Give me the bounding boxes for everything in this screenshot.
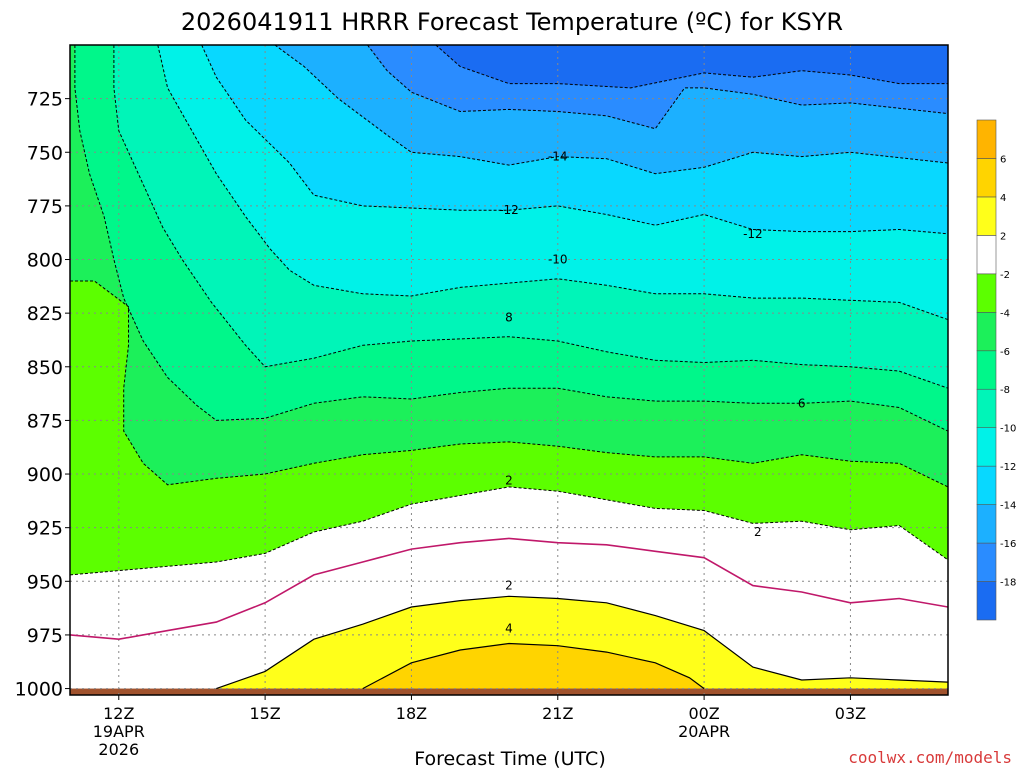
colorbar-label: -2 [1000, 270, 1010, 281]
contour-label: -10 [548, 253, 568, 267]
colorbar-swatch [976, 350, 997, 390]
colorbar-swatch [976, 542, 997, 582]
y-axis: 725 750 775 800 825 850 875 900 925 950 975 1000 [15, 89, 70, 701]
colorbar-swatch [976, 504, 997, 544]
colorbar-label: 4 [1000, 193, 1006, 204]
isotherm--2 [70, 486, 948, 576]
isotherm--8 [113, 45, 948, 389]
contour-label: -14 [548, 150, 568, 164]
contour-label: 2 [505, 473, 513, 487]
x-tick-year: 2026 [98, 740, 139, 759]
isotherm--4 [70, 280, 948, 488]
isotherm--10 [157, 45, 948, 321]
colorbar-label: -8 [1000, 385, 1010, 396]
colorbar-swatch [976, 158, 997, 198]
x-tick-label: 21Z [542, 704, 573, 723]
colorbar-label: -6 [1000, 347, 1010, 358]
colorbar-label: -10 [1000, 424, 1016, 435]
contour-label: 8 [505, 310, 513, 324]
chart-title: 2026041911 HRRR Forecast Temperature (ºC… [181, 8, 843, 36]
y-tick-label: 725 [27, 89, 63, 111]
isotherm-0 [70, 537, 948, 641]
colorbar-swatch [976, 581, 997, 621]
plot-frame [69, 44, 949, 696]
colorbar-swatch [976, 427, 997, 467]
x-axis-title: Forecast Time (UTC) [414, 748, 605, 768]
y-tick-label: 900 [27, 464, 63, 486]
contour-label: 2 [505, 579, 513, 593]
band-fill--2 [70, 45, 948, 695]
colorbar-swatch [976, 196, 997, 236]
x-tick-label: 12Z [103, 704, 134, 723]
colorbar-label: -12 [1000, 462, 1016, 473]
y-tick-label: 1000 [15, 679, 63, 701]
colorbar-swatch [976, 119, 997, 159]
x-tick-label: 15Z [249, 704, 280, 723]
gridlines [70, 45, 948, 695]
plot-area: -14 -12 -12 -10 8 6 2 2 2 4 [69, 44, 949, 696]
colorbar-label: -4 [1000, 308, 1010, 319]
isotherm--18 [435, 45, 948, 89]
colorbar-label: 6 [1000, 154, 1006, 165]
y-tick-label: 925 [27, 518, 63, 540]
contour-label: 6 [798, 396, 806, 410]
colorbar-label: 2 [1000, 231, 1006, 242]
contour-label: 4 [505, 621, 513, 635]
color-scale-legend: -18 -16 -14 -12 -10 -8 -6 -4 -2 2 4 6 [976, 119, 1016, 621]
y-tick-label: 775 [27, 196, 63, 218]
source-credit: coolwx.com/models [848, 748, 1012, 767]
colorbar-swatch [976, 273, 997, 313]
isotherm--12 [201, 45, 948, 235]
band-fill-4 [362, 643, 705, 695]
isotherm-lines [70, 45, 948, 690]
x-tick-label: 18Z [396, 704, 427, 723]
y-tick-label: 800 [27, 250, 63, 272]
color-fill-layer: -14 -12 -12 -10 8 6 2 2 2 4 [70, 45, 948, 695]
colorbar-label: -16 [1000, 539, 1016, 550]
colorbar-swatch [976, 465, 997, 505]
y-tick-label: 850 [27, 357, 63, 379]
contour-label: -12 [499, 203, 519, 217]
colorbar-swatch [976, 388, 997, 428]
y-tick-label: 975 [27, 625, 63, 647]
x-tick-label: 00Z [688, 704, 719, 723]
isotherm--14 [274, 45, 948, 175]
x-tick-date: 20APR [678, 722, 730, 741]
y-tick-label: 950 [27, 571, 63, 593]
x-tick-date: 19APR [93, 722, 145, 741]
colorbar-label: -18 [1000, 578, 1016, 589]
x-tick-label: 03Z [835, 704, 866, 723]
isotherm--6 [74, 45, 948, 432]
contour-label: 2 [754, 525, 762, 539]
contour-label: -12 [743, 227, 763, 241]
colorbar-label: -14 [1000, 501, 1016, 512]
isotherm-4 [362, 642, 705, 690]
colorbar-swatch [976, 312, 997, 352]
y-tick-label: 750 [27, 142, 63, 164]
ground-strip [70, 688, 948, 695]
y-tick-label: 875 [27, 410, 63, 432]
isotherm-2 [216, 595, 948, 690]
colorbar-swatch [976, 235, 997, 275]
y-tick-label: 825 [27, 303, 63, 325]
